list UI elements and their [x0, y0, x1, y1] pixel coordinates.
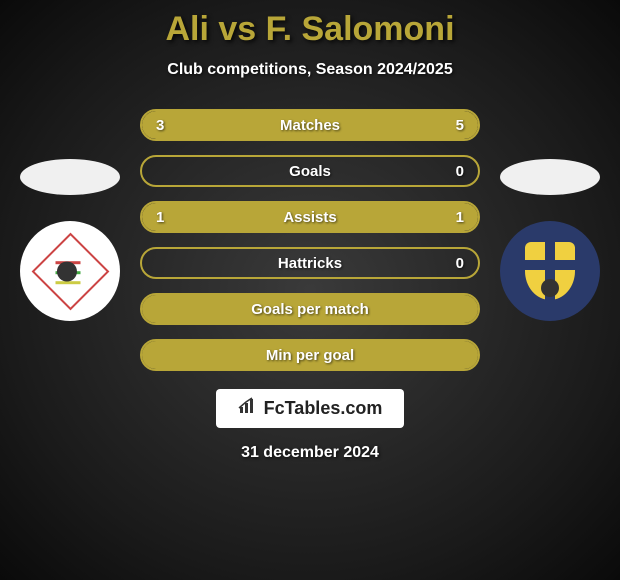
stat-label: Assists: [142, 209, 478, 226]
left-club-badge: [20, 221, 120, 321]
stat-label: Goals: [142, 163, 478, 180]
stat-label: Goals per match: [142, 301, 478, 318]
left-player-column: [20, 159, 120, 321]
branding-text: FcTables.com: [264, 398, 383, 419]
stats-list: 35Matches 0Goals 11Assists 0Hattricks Goals …: [140, 109, 480, 371]
page-subtitle: Club competitions, Season 2024/2025: [167, 61, 452, 79]
left-player-avatar: [20, 159, 120, 195]
right-player-avatar: [500, 159, 600, 195]
comparison-container: 35Matches 0Goals 11Assists 0Hattricks Goals …: [0, 109, 620, 371]
footer-date: 31 december 2024: [241, 444, 379, 462]
stat-bar: 35Matches: [140, 109, 480, 141]
stat-label: Hattricks: [142, 255, 478, 272]
stat-bar: 0Goals: [140, 155, 480, 187]
stat-label: Min per goal: [142, 347, 478, 364]
right-player-column: [500, 159, 600, 321]
page-title: Ali vs F. Salomoni: [165, 10, 454, 49]
stat-bar: Min per goal: [140, 339, 480, 371]
stat-bar: Goals per match: [140, 293, 480, 325]
stat-label: Matches: [142, 117, 478, 134]
chart-icon: [238, 397, 258, 420]
stat-bar: 0Hattricks: [140, 247, 480, 279]
stat-bar: 11Assists: [140, 201, 480, 233]
branding-badge: FcTables.com: [216, 389, 405, 428]
right-club-badge: [500, 221, 600, 321]
